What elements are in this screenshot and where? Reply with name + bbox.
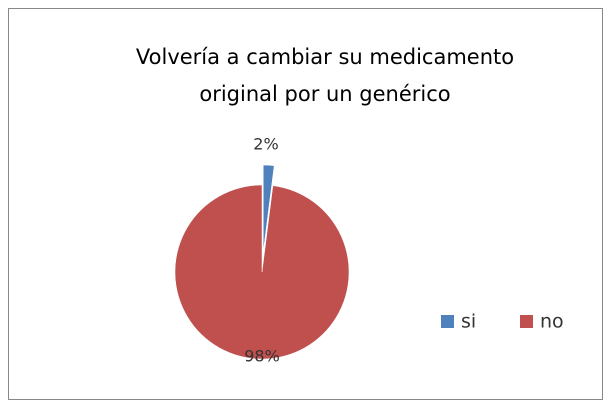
data-label: 98% <box>244 347 280 366</box>
pie-slice <box>174 184 350 360</box>
data-label: 2% <box>253 135 278 154</box>
pie-slice <box>263 164 275 253</box>
legend-swatch <box>520 315 533 328</box>
chart-title: original por un genérico <box>199 82 450 106</box>
legend-label: no <box>540 311 564 333</box>
legend-label: si <box>461 311 476 333</box>
legend-swatch <box>441 315 454 328</box>
chart-title: Volvería a cambiar su medicamento <box>136 45 514 69</box>
